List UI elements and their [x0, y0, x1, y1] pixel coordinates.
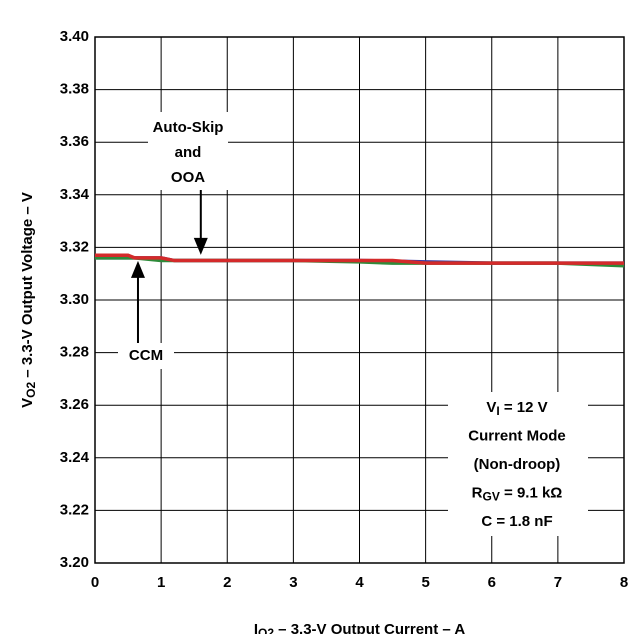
- x-axis-label-part: I: [254, 621, 258, 634]
- conditions-text: C = 1.8 nF: [481, 513, 552, 530]
- y-tick-label: 3.40: [60, 28, 89, 45]
- x-tick-label: 5: [421, 574, 429, 591]
- conditions-text-part: V: [486, 399, 496, 416]
- x-tick-label: 8: [620, 574, 628, 591]
- y-tick-label: 3.38: [60, 81, 89, 98]
- x-tick-label: 2: [223, 574, 231, 591]
- annotation-text-part: and: [175, 144, 202, 161]
- conditions-text-part: = 9.1 kΩ: [500, 484, 562, 501]
- conditions-text-part: C = 1.8 nF: [481, 513, 552, 530]
- y-tick-label: 3.36: [60, 133, 89, 150]
- x-tick-label: 0: [91, 574, 99, 591]
- y-tick-label: 3.34: [60, 186, 90, 203]
- conditions-text-part: GV: [483, 489, 500, 503]
- annotation-text-part: OOA: [171, 169, 205, 186]
- x-axis-label-part: – 3.3-V Output Current – A: [274, 621, 465, 634]
- annotation-box: [118, 343, 174, 369]
- conditions-text-part: I: [496, 404, 499, 418]
- y-tick-label: 3.30: [60, 291, 89, 308]
- conditions-text: RGV = 9.1 kΩ: [472, 484, 563, 503]
- conditions-text: Current Mode: [468, 427, 566, 444]
- conditions-text-part: R: [472, 484, 483, 501]
- annotation-text: CCM: [129, 347, 163, 364]
- annotation-text-part: Auto-Skip: [153, 119, 224, 136]
- annotation-text: and: [175, 144, 202, 161]
- conditions-text: (Non-droop): [474, 456, 561, 473]
- x-tick-label: 7: [554, 574, 562, 591]
- y-axis-label-part: V: [19, 398, 36, 408]
- arrow-head: [193, 237, 208, 255]
- x-tick-label: 3: [289, 574, 297, 591]
- annotation-text: Auto-Skip: [153, 119, 224, 136]
- annotation-box: [148, 112, 228, 190]
- y-tick-label: 3.24: [60, 449, 90, 466]
- x-tick-label: 1: [157, 574, 165, 591]
- conditions-text-part: = 12 V: [500, 399, 548, 416]
- y-tick-label: 3.26: [60, 396, 89, 413]
- x-axis-label-part: O2: [258, 626, 274, 634]
- y-axis-label: VO2 – 3.3-V Output Voltage – V: [19, 192, 38, 408]
- y-tick-label: 3.22: [60, 501, 89, 518]
- conditions-text-part: Current Mode: [468, 427, 566, 444]
- data-line: [95, 253, 624, 265]
- conditions-box: [448, 392, 588, 536]
- x-tick-label: 6: [488, 574, 496, 591]
- arrow-head: [130, 260, 145, 278]
- conditions-text-part: (Non-droop): [474, 456, 561, 473]
- y-axis-label-part: – 3.3-V Output Voltage – V: [19, 192, 36, 382]
- y-axis-label-part: O2: [24, 382, 38, 398]
- y-tick-label: 3.32: [60, 238, 89, 255]
- annotation-text: OOA: [171, 169, 205, 186]
- annotation-text-part: CCM: [129, 347, 163, 364]
- y-tick-label: 3.20: [60, 554, 89, 571]
- x-axis-label: IO2 – 3.3-V Output Current – A: [254, 621, 465, 634]
- x-tick-label: 4: [355, 574, 364, 591]
- conditions-text: VI = 12 V: [486, 399, 547, 418]
- y-tick-label: 3.28: [60, 344, 89, 361]
